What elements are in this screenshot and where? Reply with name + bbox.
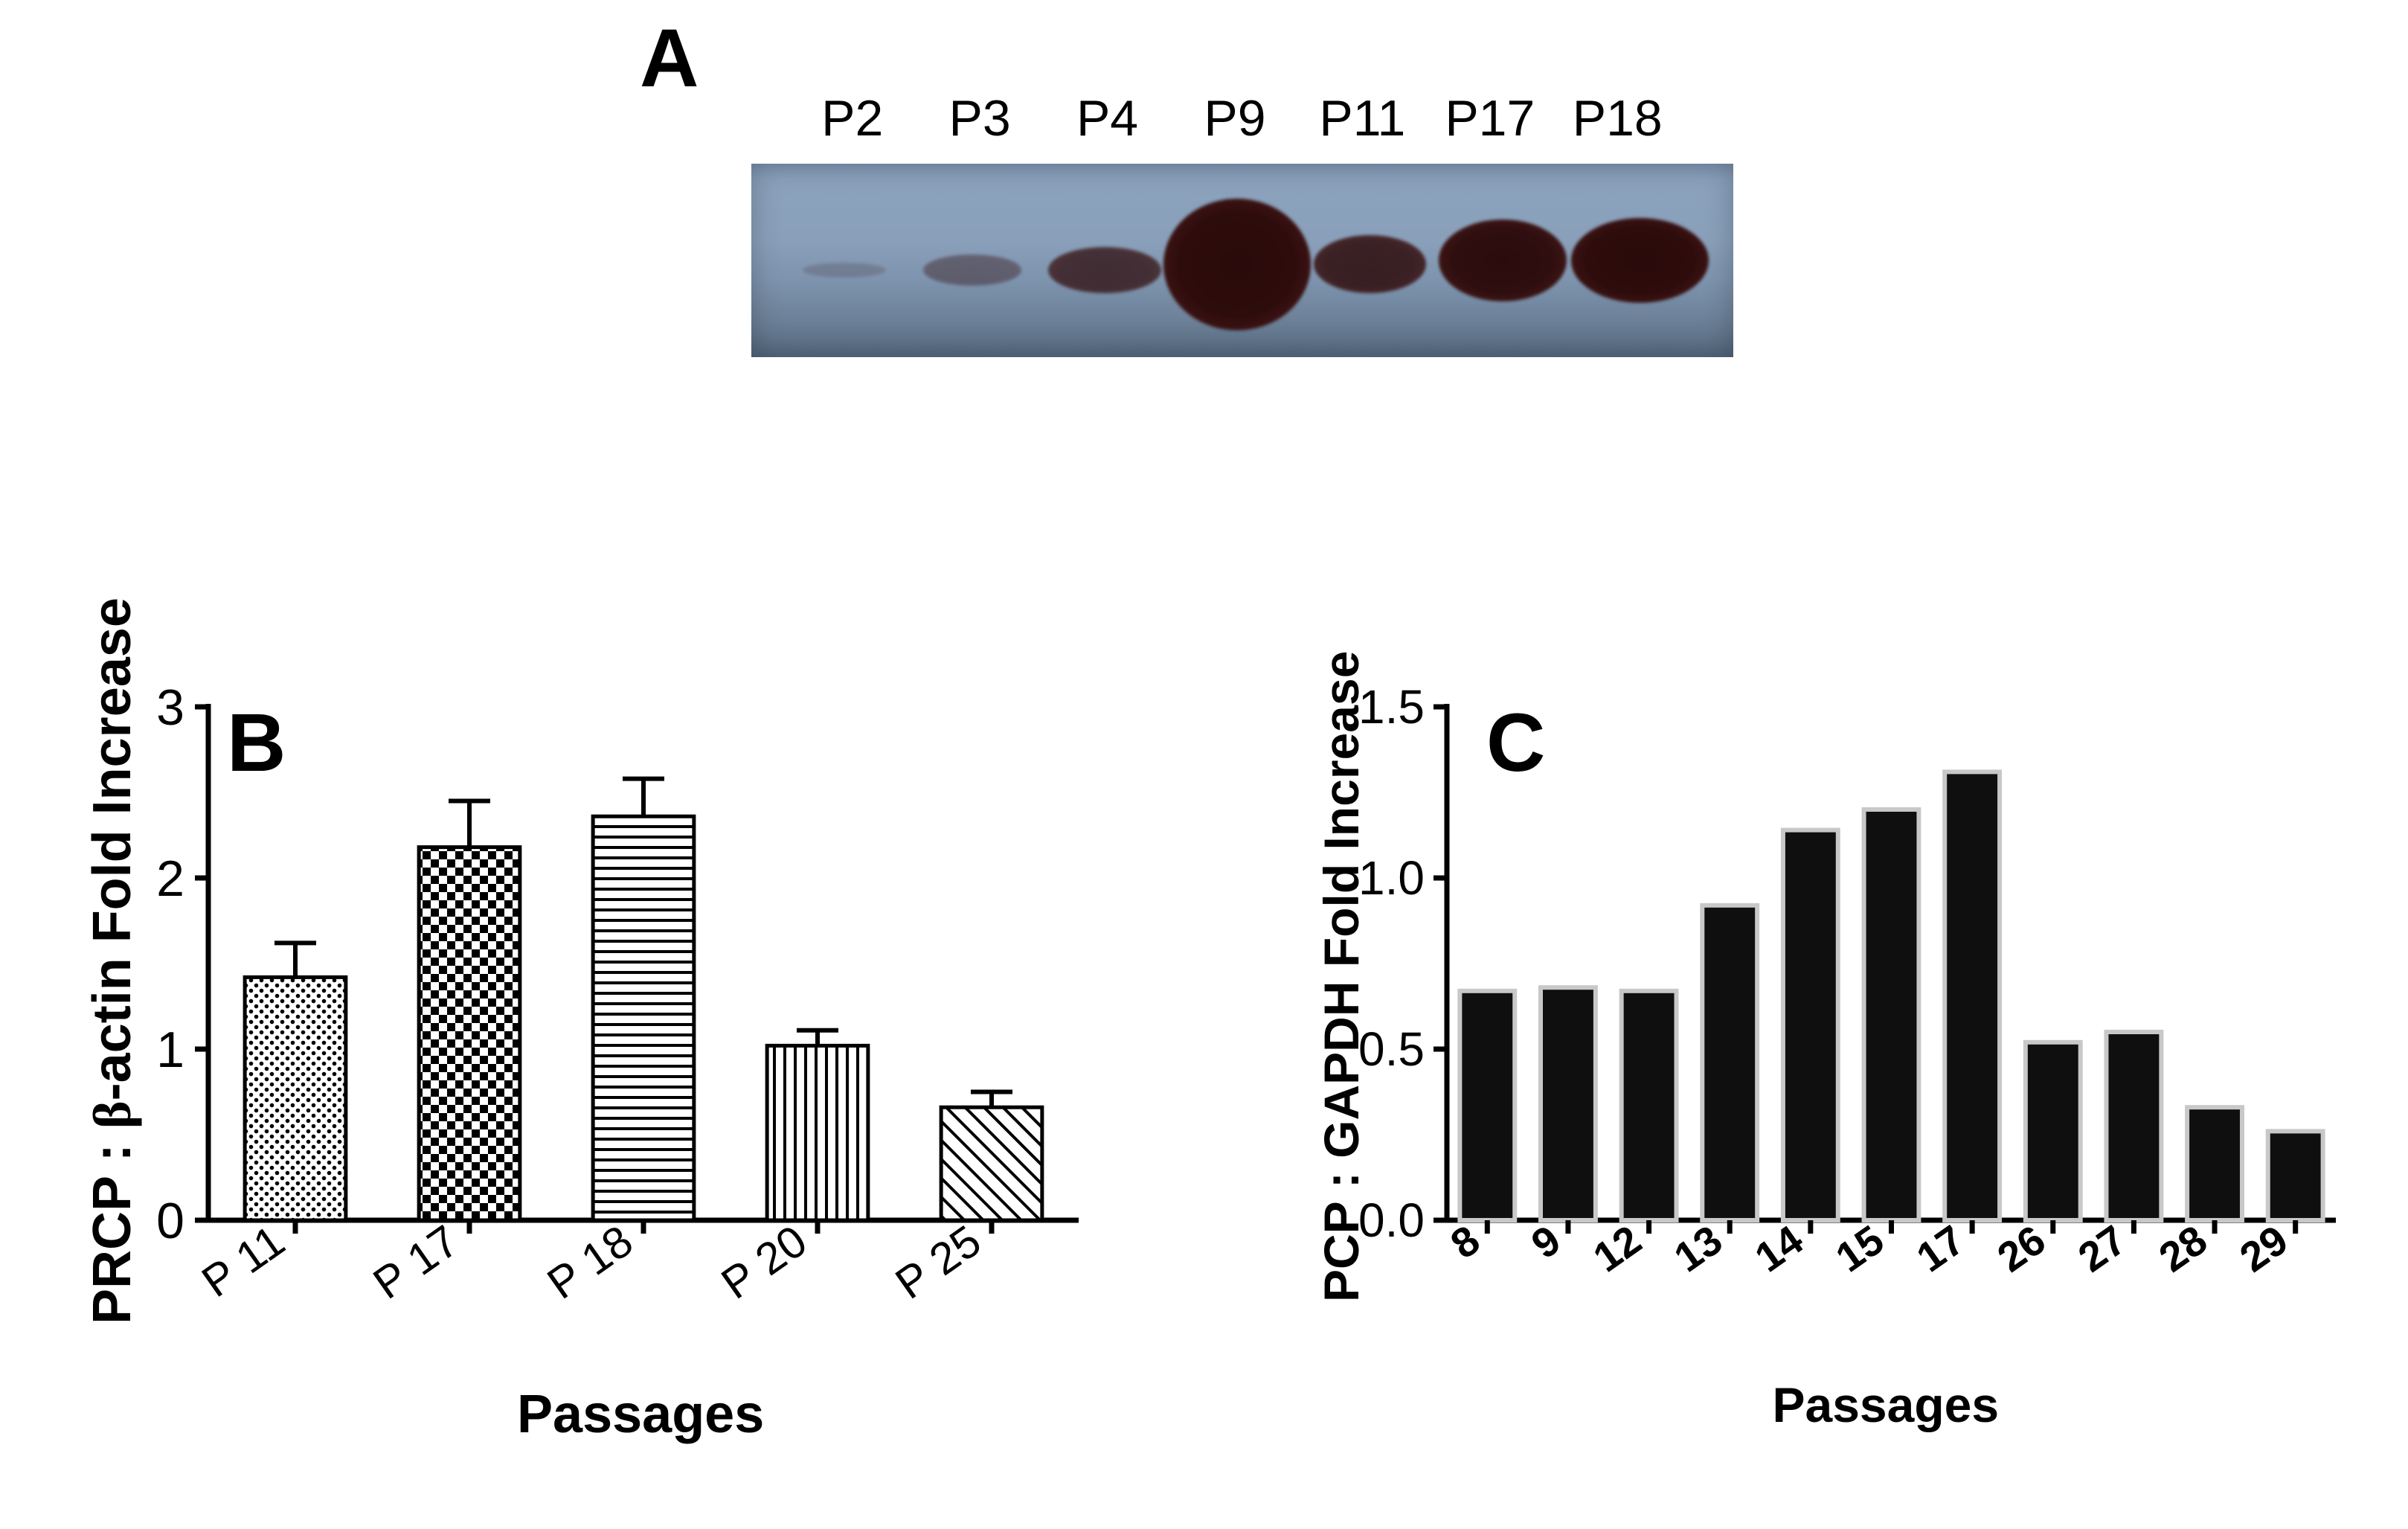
svg-text:P 18: P 18 [539,1216,642,1309]
panel-b-label: B [227,696,286,790]
blot-lane-label: P4 [1044,89,1171,156]
svg-text:14: 14 [1747,1216,1811,1280]
bar [2106,1032,2161,1220]
blot-lane-labels: P2P3P4P9P11P17P18 [789,89,1681,156]
panel-c-label: C [1486,696,1545,790]
svg-text:P 17: P 17 [365,1216,468,1309]
bar [1622,991,1677,1220]
blot-lane-label: P3 [916,89,1043,156]
bar [1702,905,1757,1220]
blot-lane-label: P18 [1554,89,1681,156]
svg-text:9: 9 [1523,1216,1569,1267]
panel-b-chart: 0 1 2 3 P 11 P 17 P 18 P 20 P 25 [30,655,1108,1473]
svg-text:1: 1 [156,1022,184,1078]
svg-text:0: 0 [156,1193,184,1249]
panel-b-ylabel: PRCP : β-actin Fold Increase [82,597,144,1324]
blot-band [1048,247,1161,293]
bar [1541,987,1596,1220]
blot-band [1571,218,1709,303]
bar [1783,830,1838,1220]
bar [2026,1042,2081,1220]
svg-text:2: 2 [156,850,184,907]
svg-text:P 25: P 25 [887,1216,990,1309]
bar [1945,772,2000,1220]
svg-text:17: 17 [1908,1216,1973,1280]
svg-text:P 20: P 20 [713,1216,816,1309]
blot-lane-label: P9 [1171,89,1298,156]
panel-c-xlabel: Passages [1773,1376,2408,1433]
bar [941,1107,1042,1220]
blot-band [1314,235,1427,293]
blot-band [803,263,886,278]
bar [419,847,520,1220]
bar [245,977,346,1220]
blot-lane-label: P2 [789,89,916,156]
panel-c-chart: 0.00.51.01.589121314151726272829 [1265,655,2380,1473]
svg-text:28: 28 [2151,1216,2215,1280]
svg-text:P 11: P 11 [193,1216,293,1307]
western-blot-strip [751,164,1733,357]
svg-text:13: 13 [1666,1216,1730,1280]
figure: A P2P3P4P9P11P17P18 0123P 11P 17P 18P 20… [0,0,2408,1529]
svg-text:3: 3 [156,679,184,736]
blot-band [1439,219,1567,301]
svg-text:27: 27 [2070,1216,2134,1280]
svg-text:8: 8 [1442,1216,1489,1267]
blot-lane-label: P17 [1426,89,1553,156]
bar [2187,1107,2242,1220]
blot-band [923,254,1021,286]
bar [2268,1131,2323,1220]
svg-text:29: 29 [2231,1216,2296,1280]
blot-lane-label: P11 [1299,89,1426,156]
bar [1864,810,1919,1220]
blot-band [1163,199,1311,330]
bar [593,816,694,1220]
svg-text:12: 12 [1585,1216,1649,1280]
svg-text:15: 15 [1827,1216,1892,1280]
bar [767,1045,868,1220]
panel-a-label: A [640,11,699,106]
svg-text:26: 26 [1988,1216,2053,1280]
panel-c-ylabel: PCP : GAPDH Fold Increase [1313,651,1370,1302]
bar [1460,991,1515,1220]
